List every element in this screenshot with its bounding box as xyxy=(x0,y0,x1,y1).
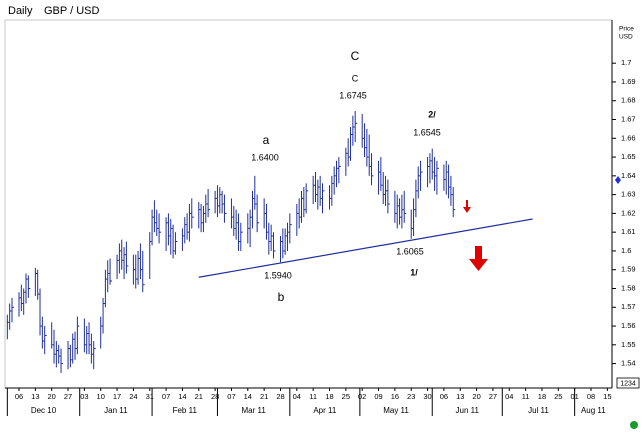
x-tick-label: 18 xyxy=(538,392,546,401)
annotation: C xyxy=(351,49,360,63)
y-tick-label: 1.7 xyxy=(621,58,631,67)
x-tick-label: 07 xyxy=(162,392,170,401)
annotation: 1.6545 xyxy=(413,127,441,137)
x-tick-label: 25 xyxy=(342,392,350,401)
chart-subtitle: GBP / USD xyxy=(44,5,99,17)
x-tick-label: 21 xyxy=(260,392,268,401)
x-tick-label: 13 xyxy=(31,392,39,401)
month-label: Dec 10 xyxy=(31,406,57,415)
x-tick-label: 25 xyxy=(554,392,562,401)
x-tick-label: 30 xyxy=(423,392,431,401)
x-tick-label: 31 xyxy=(146,392,154,401)
x-tick-label: 18 xyxy=(325,392,333,401)
month-label: Jun 11 xyxy=(456,406,480,415)
y-tick-label: 1.65 xyxy=(621,152,636,161)
x-tick-label: 04 xyxy=(293,392,301,401)
month-label: Apr 11 xyxy=(313,406,337,415)
y-tick-label: 1.67 xyxy=(621,114,636,123)
x-tick-label: 08 xyxy=(587,392,595,401)
axis-label: Price xyxy=(619,26,634,33)
x-tick-label: 04 xyxy=(505,392,513,401)
x-tick-label: 20 xyxy=(472,392,480,401)
month-label: Aug 11 xyxy=(581,406,606,415)
x-tick-label: 14 xyxy=(244,392,252,401)
annotation: a xyxy=(263,133,270,147)
trendline xyxy=(198,218,533,278)
corner-label: 1234 xyxy=(620,380,636,387)
x-tick-label: 06 xyxy=(440,392,448,401)
x-tick-label: 07 xyxy=(227,392,235,401)
axis-label: USD xyxy=(619,34,633,41)
y-tick-label: 1.59 xyxy=(621,265,636,274)
x-tick-label: 16 xyxy=(391,392,399,401)
annotation: 1.6400 xyxy=(251,152,279,162)
y-tick-label: 1.66 xyxy=(621,133,636,142)
annotation: 1.5940 xyxy=(264,270,292,280)
annotation: 1.6065 xyxy=(396,246,424,256)
x-tick-label: 10 xyxy=(97,392,105,401)
y-tick-label: 1.6 xyxy=(621,246,631,255)
month-label: Feb 11 xyxy=(173,406,198,415)
annotation: b xyxy=(278,290,285,304)
y-tick-label: 1.69 xyxy=(621,77,636,86)
month-label: Mar 11 xyxy=(241,406,266,415)
y-tick-label: 1.63 xyxy=(621,190,636,199)
x-tick-label: 03 xyxy=(80,392,88,401)
x-tick-label: 11 xyxy=(522,392,530,401)
x-tick-label: 17 xyxy=(113,392,121,401)
x-tick-label: 14 xyxy=(178,392,186,401)
x-tick-label: 28 xyxy=(276,392,284,401)
x-tick-label: 20 xyxy=(48,392,56,401)
annotation: 1/ xyxy=(410,267,418,277)
y-tick-label: 1.64 xyxy=(621,171,636,180)
y-tick-label: 1.55 xyxy=(621,340,636,349)
y-tick-label: 1.68 xyxy=(621,96,636,105)
y-tick-label: 1.58 xyxy=(621,283,636,292)
last-price-marker xyxy=(615,176,621,184)
x-tick-label: 28 xyxy=(211,392,219,401)
x-tick-label: 09 xyxy=(374,392,382,401)
annotation: C xyxy=(352,73,359,83)
x-tick-label: 15 xyxy=(603,392,611,401)
annotation: 1.6745 xyxy=(339,90,367,100)
chart-title: Daily xyxy=(8,5,33,17)
month-label: Jul 11 xyxy=(528,406,549,415)
x-tick-label: 23 xyxy=(407,392,415,401)
x-tick-label: 27 xyxy=(64,392,72,401)
x-tick-label: 21 xyxy=(195,392,203,401)
y-tick-label: 1.62 xyxy=(621,208,636,217)
annotation: 2/ xyxy=(428,109,436,119)
month-label: Jan 11 xyxy=(104,406,128,415)
x-tick-label: 02 xyxy=(358,392,366,401)
x-tick-label: 06 xyxy=(15,392,23,401)
status-dot xyxy=(630,421,638,429)
y-tick-label: 1.54 xyxy=(621,359,636,368)
y-tick-label: 1.61 xyxy=(621,227,636,236)
small-down-arrow xyxy=(463,200,471,213)
y-tick-label: 1.56 xyxy=(621,321,636,330)
corner-box xyxy=(616,377,640,389)
big-down-arrow xyxy=(469,246,488,271)
month-label: May 11 xyxy=(383,406,409,415)
x-tick-label: 24 xyxy=(129,392,137,401)
x-tick-label: 27 xyxy=(489,392,497,401)
x-tick-label: 11 xyxy=(309,392,317,401)
x-tick-label: 13 xyxy=(456,392,464,401)
y-tick-label: 1.57 xyxy=(621,302,636,311)
